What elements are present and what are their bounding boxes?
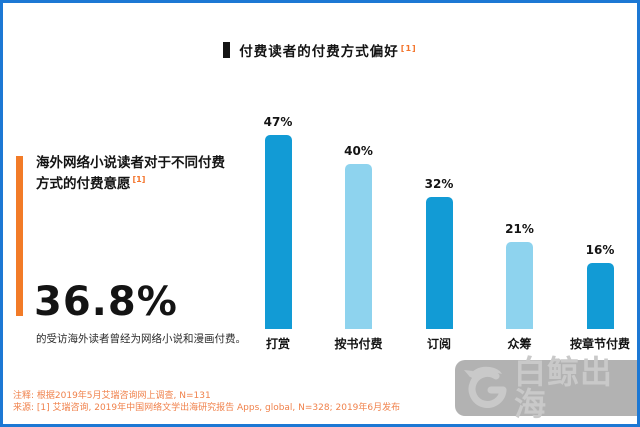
left-heading-reference: [1] bbox=[132, 175, 146, 185]
footnote-note: 注释: 根据2019年5月艾瑞咨询网上调查, N=131 bbox=[13, 391, 211, 401]
watermark-logo: 白鲸出海 bbox=[455, 356, 637, 420]
bar-value-label: 47% bbox=[263, 115, 293, 129]
footnote-source: 来源: [1] 艾瑞咨询, 2019年中国网络文学出海研究报告 Apps, gl… bbox=[13, 403, 401, 413]
footnotes: 注释: 根据2019年5月艾瑞咨询网上调查, N=131 来源: [1] 艾瑞咨… bbox=[13, 390, 400, 414]
whale-swirl-icon bbox=[463, 364, 507, 412]
left-heading: 海外网络小说读者对于不同付费方式的付费意愿 [1] bbox=[36, 153, 226, 195]
bar-value-label: 21% bbox=[505, 222, 534, 236]
bar-chart: 47% 打赏 40% 按书付费 32% 订阅 21% 众筹 16% 按章节付费 bbox=[3, 3, 637, 424]
bar-value-label: 16% bbox=[585, 243, 615, 257]
bar-category-label: 按章节付费 bbox=[569, 337, 630, 351]
bar bbox=[264, 135, 292, 329]
logo-text: 白鲸出海 bbox=[514, 353, 614, 423]
bar-category-label: 订阅 bbox=[426, 337, 451, 351]
bar-category-label: 按书付费 bbox=[334, 337, 383, 351]
bar-category-label: 众筹 bbox=[507, 337, 532, 351]
stat-value: 36.8% bbox=[34, 279, 178, 325]
chart-title-text: 付费读者的付费方式偏好 bbox=[239, 44, 399, 60]
bar bbox=[425, 197, 453, 329]
title-reference: [1] bbox=[400, 43, 417, 53]
chart-title-row: 付费读者的付费方式偏好 [1] bbox=[3, 40, 637, 60]
bar-category-label: 打赏 bbox=[265, 337, 290, 351]
accent-bar bbox=[16, 156, 23, 316]
bar bbox=[506, 242, 533, 329]
stat-caption: 的受访海外读者曾经为网络小说和漫画付费。 bbox=[36, 333, 246, 345]
title-marker-icon bbox=[223, 42, 231, 58]
bar-value-label: 32% bbox=[424, 177, 454, 191]
bar bbox=[345, 164, 372, 329]
chart-title: 付费读者的付费方式偏好 [1] bbox=[239, 40, 417, 61]
left-heading-text: 海外网络小说读者对于不同付费方式的付费意愿 bbox=[36, 155, 225, 192]
bar bbox=[586, 263, 614, 329]
bar-value-label: 40% bbox=[344, 144, 373, 158]
